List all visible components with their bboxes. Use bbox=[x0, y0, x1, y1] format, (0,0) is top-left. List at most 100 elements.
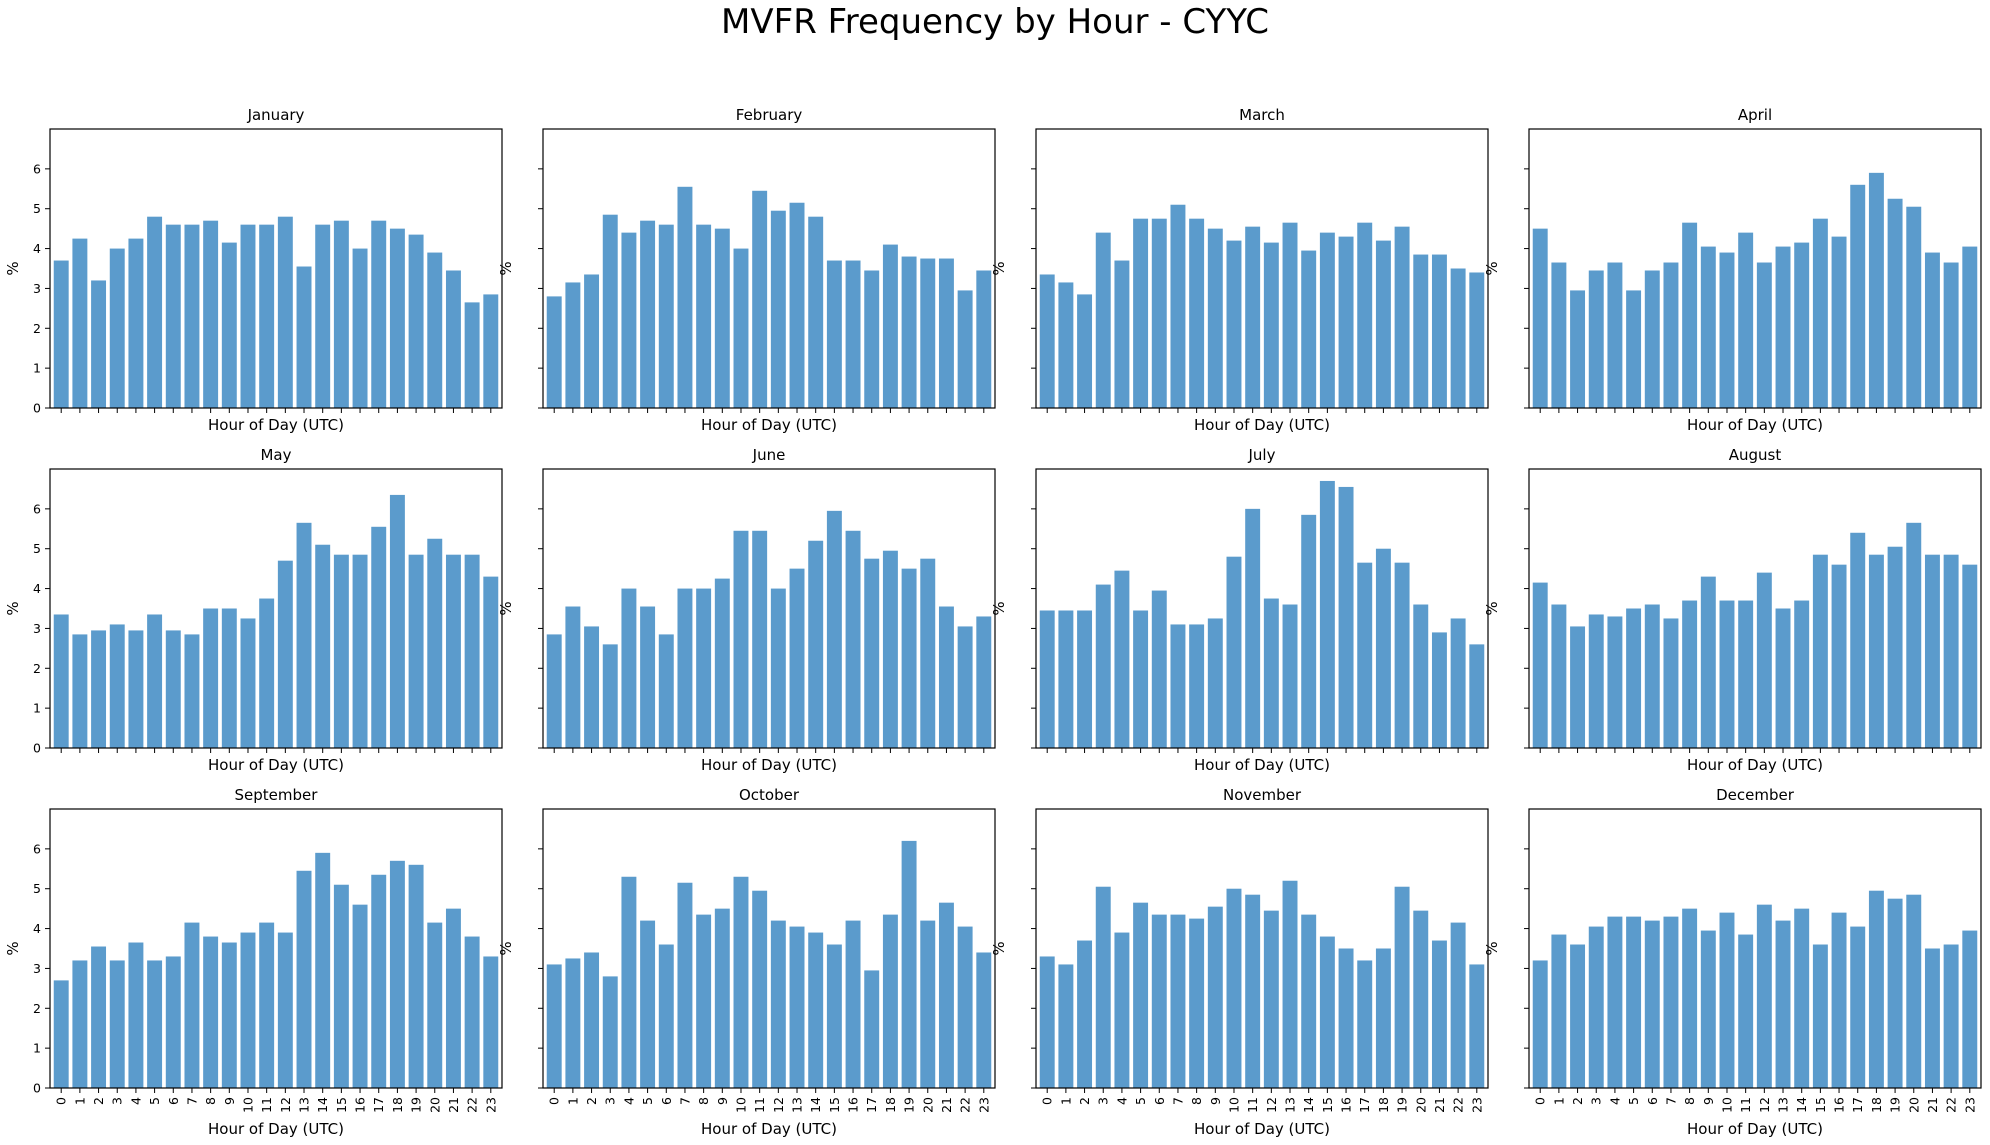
bar-june-h4 bbox=[621, 589, 636, 748]
bar-november-h19 bbox=[1395, 887, 1410, 1088]
bar-april-h9 bbox=[1701, 247, 1716, 408]
x-tick-label: 9 bbox=[1208, 1097, 1223, 1105]
bar-may-h7 bbox=[184, 634, 199, 748]
bar-august-h3 bbox=[1589, 614, 1604, 748]
subplot-april: April%Hour of Day (UTC) bbox=[1483, 106, 1981, 434]
bar-march-h17 bbox=[1357, 223, 1372, 408]
x-tick-label: 2 bbox=[1077, 1097, 1092, 1105]
bar-september-h21 bbox=[446, 909, 461, 1088]
x-axis-label: Hour of Day (UTC) bbox=[1194, 1120, 1330, 1138]
bar-december-h18 bbox=[1869, 891, 1884, 1088]
bar-january-h8 bbox=[203, 221, 218, 408]
bar-october-h2 bbox=[584, 952, 599, 1088]
x-tick-label: 3 bbox=[110, 1097, 125, 1105]
x-axis-label: Hour of Day (UTC) bbox=[208, 1120, 344, 1138]
bar-may-h12 bbox=[278, 561, 293, 748]
x-tick-label: 13 bbox=[1283, 1097, 1298, 1113]
bar-october-h22 bbox=[958, 927, 973, 1088]
bar-july-h20 bbox=[1413, 605, 1428, 748]
bar-november-h17 bbox=[1357, 960, 1372, 1088]
bar-october-h14 bbox=[808, 933, 823, 1088]
bar-november-h18 bbox=[1376, 949, 1391, 1089]
bar-may-h9 bbox=[222, 609, 237, 749]
bar-january-h16 bbox=[353, 249, 368, 408]
bar-march-h12 bbox=[1264, 243, 1279, 408]
subplot-january: January 0 1 2 3 4 5 6% Hour of Day (UTC) bbox=[4, 106, 502, 434]
bar-may-h6 bbox=[166, 630, 181, 748]
x-tick-label: 20 bbox=[1413, 1097, 1428, 1113]
bar-september-h20 bbox=[427, 923, 442, 1088]
subplot-title: June bbox=[752, 446, 786, 464]
bar-september-h17 bbox=[371, 875, 386, 1088]
bar-december-h0 bbox=[1533, 960, 1548, 1088]
bar-february-h15 bbox=[827, 261, 842, 408]
bar-january-h0 bbox=[54, 261, 69, 408]
x-tick-label: 1 bbox=[565, 1097, 580, 1105]
x-tick-label: 8 bbox=[1682, 1097, 1697, 1105]
y-tick-label: 3 bbox=[33, 961, 41, 976]
subplot-june: June%Hour of Day (UTC) bbox=[497, 446, 995, 774]
bar-august-h20 bbox=[1906, 523, 1921, 748]
bar-december-h6 bbox=[1645, 921, 1660, 1088]
x-tick-label: 15 bbox=[1813, 1097, 1828, 1113]
bar-september-h0 bbox=[54, 980, 69, 1088]
bar-january-h21 bbox=[446, 270, 461, 408]
bar-february-h21 bbox=[939, 259, 954, 408]
x-tick-label: 8 bbox=[1189, 1097, 1204, 1105]
bar-january-h23 bbox=[483, 294, 498, 408]
bar-march-h0 bbox=[1040, 274, 1055, 408]
bar-august-h16 bbox=[1832, 565, 1847, 748]
x-axis-label: Hour of Day (UTC) bbox=[208, 756, 344, 774]
bar-july-h8 bbox=[1189, 624, 1204, 748]
bar-february-h17 bbox=[864, 270, 879, 408]
x-axis-label: Hour of Day (UTC) bbox=[1687, 756, 1823, 774]
bar-november-h16 bbox=[1339, 949, 1354, 1089]
y-axis-label: % bbox=[1483, 941, 1501, 955]
x-tick-label: 6 bbox=[1152, 1097, 1167, 1105]
bar-july-h4 bbox=[1114, 571, 1129, 748]
bar-november-h2 bbox=[1077, 941, 1092, 1088]
bar-may-h22 bbox=[465, 555, 480, 748]
bar-may-h2 bbox=[91, 630, 106, 748]
bar-july-h9 bbox=[1208, 618, 1223, 748]
bar-may-h15 bbox=[334, 555, 349, 748]
bar-march-h7 bbox=[1170, 205, 1185, 408]
bar-september-h19 bbox=[409, 865, 424, 1088]
bar-may-h17 bbox=[371, 527, 386, 748]
bar-april-h14 bbox=[1794, 243, 1809, 408]
bar-april-h12 bbox=[1757, 263, 1772, 408]
bar-june-h5 bbox=[640, 607, 655, 748]
bar-november-h5 bbox=[1133, 903, 1148, 1088]
bar-july-h23 bbox=[1469, 644, 1484, 748]
bar-august-h23 bbox=[1962, 565, 1977, 748]
bar-january-h18 bbox=[390, 229, 405, 408]
bar-july-h7 bbox=[1170, 624, 1185, 748]
bar-august-h6 bbox=[1645, 605, 1660, 748]
x-tick-label: 4 bbox=[128, 1097, 143, 1105]
y-tick-label: 0 bbox=[33, 741, 41, 756]
bar-july-h14 bbox=[1301, 515, 1316, 748]
y-axis-label: % bbox=[497, 941, 515, 955]
x-tick-label: 0 bbox=[1533, 1097, 1548, 1105]
bar-july-h19 bbox=[1395, 563, 1410, 748]
x-tick-label: 4 bbox=[1114, 1097, 1129, 1105]
y-tick-label: 3 bbox=[33, 621, 41, 636]
x-tick-label: 8 bbox=[203, 1097, 218, 1105]
x-tick-label: 21 bbox=[446, 1097, 461, 1113]
bar-march-h2 bbox=[1077, 294, 1092, 408]
x-tick-label: 1 bbox=[72, 1097, 87, 1105]
bar-september-h10 bbox=[241, 933, 256, 1088]
x-tick-label: 14 bbox=[1301, 1097, 1316, 1113]
bar-february-h8 bbox=[696, 225, 711, 408]
bar-october-h20 bbox=[920, 921, 935, 1088]
bar-february-h11 bbox=[752, 191, 767, 408]
bar-january-h7 bbox=[184, 225, 199, 408]
subplot-december: December%0 1 2 3 4 5 6 7 8 9 10 11 12 13 14 15 16 17 18 19 2… bbox=[1483, 786, 1981, 1138]
bar-may-h21 bbox=[446, 555, 461, 748]
bar-june-h3 bbox=[603, 644, 618, 748]
bar-october-h13 bbox=[790, 927, 805, 1088]
x-tick-label: 12 bbox=[771, 1097, 786, 1113]
bar-july-h11 bbox=[1245, 509, 1260, 748]
bar-august-h0 bbox=[1533, 583, 1548, 748]
bar-february-h19 bbox=[902, 257, 917, 408]
